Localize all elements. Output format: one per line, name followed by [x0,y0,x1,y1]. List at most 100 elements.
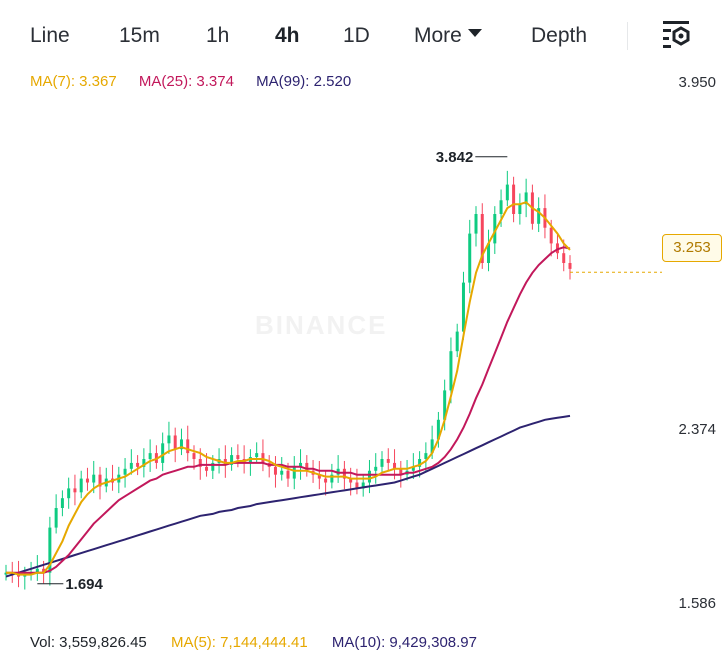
candle-body [424,453,428,459]
chevron-down-icon [467,29,482,38]
high-annotation: 3.842 [436,149,474,166]
candle-body [455,331,459,352]
candle-body [443,390,447,420]
candle-body [179,439,183,450]
candle-body [148,453,152,459]
tab-depth[interactable]: Depth [531,24,588,47]
candle-body [367,470,371,483]
candle-body [499,200,503,214]
candle-body [487,243,491,263]
candle-body [537,208,541,224]
candle-body [524,192,528,205]
ma99-label: MA(99): 2.520 [256,73,352,90]
candle-body [411,466,415,471]
candle-body [54,508,58,528]
candle-body [349,478,353,483]
candle-body [418,459,422,467]
tab-line[interactable]: Line [30,24,70,47]
candle-body [562,253,566,263]
candle-body [286,470,290,479]
candle-body [273,466,277,475]
tab-more[interactable]: More [414,24,482,48]
candle-body [73,488,77,493]
price-axis-bottom: 1.586 [678,595,716,612]
candle-body [330,474,334,483]
candle-body [255,453,259,458]
candle-body [292,466,296,479]
candle-body [436,419,440,440]
candle-body [505,184,509,201]
volume-legend: Vol: 3,559,826.45 MA(5): 7,144,444.41 MA… [30,634,497,651]
candle-body [361,482,365,489]
ma25-label: MA(25): 3.374 [138,73,234,90]
candle-body [92,474,96,483]
tab-1d[interactable]: 1D [343,24,370,47]
candle-body [236,455,240,459]
candle-body [167,435,171,444]
candle-body [474,214,478,234]
tab-1h[interactable]: 1h [206,24,230,47]
candle-body [568,263,572,269]
candle-body [355,482,359,489]
candlestick-chart[interactable]: 3.842 1.694 [0,90,728,630]
volume-label: Vol: 3,559,826.45 [30,634,147,651]
candle-body [518,204,522,214]
candle-body [129,462,133,469]
ma25-line [6,246,571,574]
tab-divider [627,22,628,50]
candle-body [192,453,196,459]
candle-body [35,568,39,573]
tab-4h[interactable]: 4h [275,24,300,47]
volume-ma5-label: MA(5): 7,144,444.41 [170,634,308,651]
candle-body [67,488,71,499]
price-axis-mid: 2.374 [678,421,716,438]
candle-body [549,227,553,244]
candle-body [461,282,465,332]
candle-body [136,462,140,467]
candle-body [23,574,27,577]
candle-body [198,459,202,467]
candle-body [305,462,309,471]
candle-body [142,459,146,467]
candle-body [324,478,328,483]
current-price-tag: 3.253 [662,234,722,262]
low-annotation: 1.694 [65,576,103,593]
ma-legend: MA(7): 3.367 MA(25): 3.374 MA(99): 2.520 [30,73,369,90]
candle-body [299,462,303,467]
candle-body [173,435,177,450]
candle-body [480,214,484,263]
candle-body [430,439,434,454]
candle-body [493,214,497,244]
chart-settings-icon[interactable] [660,18,694,52]
candle-body [79,478,83,493]
candle-body [280,470,284,475]
ma7-line [6,201,571,576]
candle-body [161,443,165,463]
timeframe-tabs: Line 15m 1h 4h 1D More Depth [0,0,728,72]
watermark: BINANCE [255,310,388,340]
candle-body [48,527,52,573]
candle-body [186,439,190,454]
candle-body [386,459,390,463]
candle-body [317,474,321,479]
tab-15m[interactable]: 15m [119,24,160,47]
candle-body [399,468,403,475]
candle-body [211,462,215,471]
candle-body [468,233,472,283]
more-label: More [414,24,462,47]
candle-body [98,474,102,487]
candle-body [17,574,21,577]
candle-body [449,351,453,391]
ma99-line [5,414,571,578]
ma7-label: MA(7): 3.367 [30,73,117,90]
candle-body [205,466,209,471]
candle-body [123,468,127,475]
candle-body [85,478,89,483]
candle-body [42,568,46,573]
volume-ma10-label: MA(10): 9,429,308.97 [331,634,477,651]
price-axis-top: 3.950 [678,74,716,91]
candle-body [393,462,397,469]
candle-body [374,466,378,471]
candle-body [380,459,384,467]
candle-body [512,184,516,214]
